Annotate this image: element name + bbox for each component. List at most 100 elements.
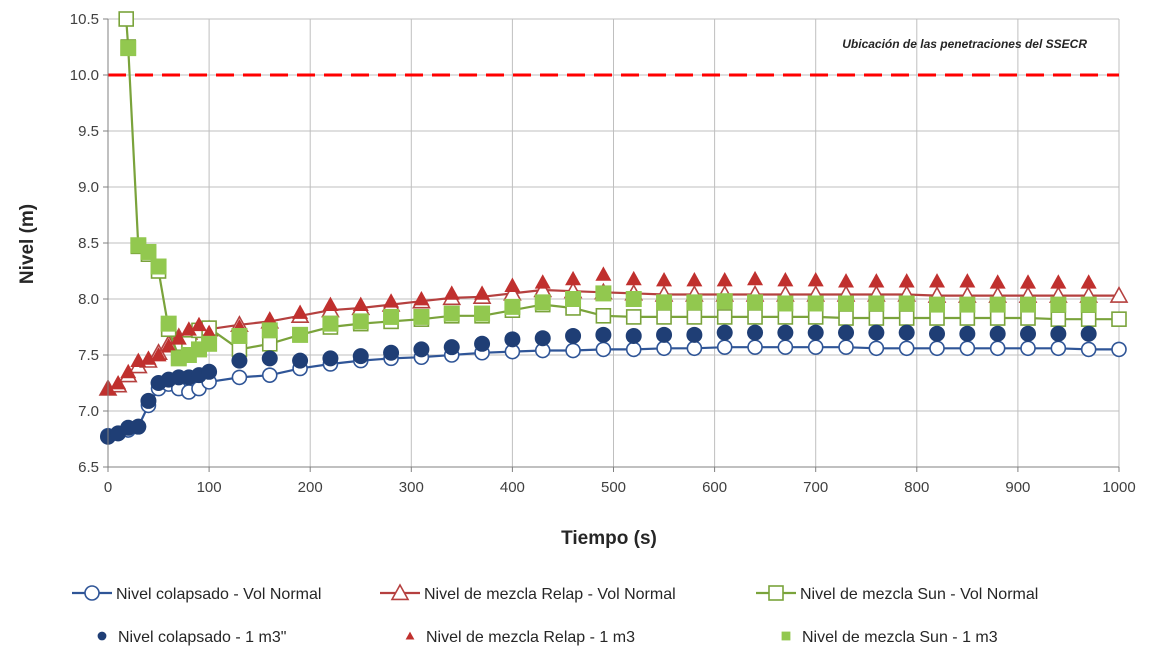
data-point <box>140 243 157 260</box>
legend-entry: Nivel de mezcla Sun - 1 m3 <box>781 629 998 646</box>
series-4 <box>100 324 1097 445</box>
data-point <box>929 310 945 326</box>
data-point <box>838 295 855 312</box>
data-point <box>1080 311 1097 327</box>
data-point <box>777 295 794 312</box>
data-point <box>716 339 733 355</box>
x-tick-label: 200 <box>298 479 323 496</box>
data-point <box>352 348 369 365</box>
data-point <box>383 344 400 361</box>
data-point <box>777 324 794 341</box>
data-point <box>1111 311 1127 327</box>
data-point <box>716 309 733 325</box>
y-tick-label: 7.0 <box>78 403 99 420</box>
data-point <box>595 285 612 302</box>
data-point <box>261 367 278 383</box>
data-point <box>1050 340 1067 357</box>
data-point <box>261 335 278 352</box>
data-point <box>231 369 248 386</box>
data-point <box>118 11 134 27</box>
data-point <box>383 308 400 325</box>
axes: 0 100 200 300 400 500 600 700 800 900 1000 6.5 7.0 7.… <box>70 11 1136 496</box>
annotation-text: Ubicación de las penetraciones del SSECR <box>842 37 1087 51</box>
data-point <box>565 342 581 359</box>
data-point <box>1050 296 1067 313</box>
data-point <box>170 330 187 345</box>
data-point <box>959 296 976 313</box>
data-point <box>898 340 915 357</box>
data-point <box>868 273 885 288</box>
data-point <box>959 325 976 342</box>
legend-marker <box>97 631 107 641</box>
data-point <box>322 350 339 367</box>
data-point <box>1050 325 1067 342</box>
data-point <box>413 341 430 358</box>
data-point <box>747 339 763 355</box>
data-point <box>201 363 218 380</box>
data-point <box>292 352 309 369</box>
x-tick-label: 400 <box>500 479 525 496</box>
y-tick-label: 9.5 <box>78 123 99 140</box>
data-point <box>1109 285 1129 303</box>
y-tick-label: 8.5 <box>78 235 99 252</box>
legend-marker <box>781 631 791 641</box>
y-tick-label: 10.5 <box>70 11 99 28</box>
data-point <box>565 327 582 344</box>
data-point <box>352 313 369 330</box>
data-point <box>777 339 794 355</box>
legend-entry: Nivel de mezcla Relap - 1 m3 <box>405 629 635 646</box>
data-point <box>504 277 521 292</box>
data-point <box>989 310 1006 326</box>
legend-label: Nivel de mezcla Relap - Vol Normal <box>424 586 676 603</box>
data-point <box>838 324 855 341</box>
y-tick-label: 7.5 <box>78 347 99 364</box>
data-point <box>160 338 177 353</box>
data-point <box>413 291 430 306</box>
data-point <box>686 271 703 287</box>
data-point <box>595 341 612 358</box>
data-point <box>292 304 309 319</box>
data-point <box>868 324 885 341</box>
data-point <box>160 315 177 332</box>
data-point <box>989 340 1006 357</box>
x-tick-label: 300 <box>399 479 424 496</box>
series-6 <box>120 40 1097 367</box>
legend-label: Nivel de mezcla Sun - 1 m3 <box>802 629 998 646</box>
data-point <box>989 274 1006 289</box>
data-point <box>201 324 218 339</box>
x-tick-label: 0 <box>104 479 112 496</box>
legend-label: Nivel de mezcla Sun - Vol Normal <box>800 586 1038 603</box>
data-point <box>443 339 460 356</box>
legend-entry: Nivel colapsado - Vol Normal <box>72 585 321 603</box>
y-tick-label: 8.0 <box>78 291 99 308</box>
x-tick-label: 600 <box>702 479 727 496</box>
x-tick-label: 100 <box>197 479 222 496</box>
data-point <box>868 340 885 357</box>
data-point <box>716 324 733 341</box>
data-point <box>929 296 946 313</box>
data-point <box>838 310 854 326</box>
y-tick-label: 6.5 <box>78 459 99 476</box>
legend-marker <box>405 631 415 640</box>
data-point <box>534 274 551 289</box>
data-point <box>625 309 642 325</box>
data-point <box>1050 274 1067 289</box>
legend-label: Nivel de mezcla Relap - 1 m3 <box>426 629 635 646</box>
data-point <box>180 321 197 336</box>
x-tick-label: 700 <box>803 479 828 496</box>
data-point <box>534 330 551 347</box>
data-point <box>261 311 278 326</box>
data-point <box>898 295 915 312</box>
data-point <box>150 347 167 362</box>
data-point <box>1020 340 1036 357</box>
data-point <box>716 293 733 310</box>
data-point <box>686 294 703 311</box>
data-point <box>747 270 764 286</box>
data-point <box>625 327 642 344</box>
data-point <box>747 294 764 311</box>
legend-label: Nivel colapsado - Vol Normal <box>116 586 321 603</box>
data-point <box>929 273 946 288</box>
data-point <box>190 316 207 332</box>
data-point <box>807 324 824 341</box>
data-point <box>868 310 885 326</box>
